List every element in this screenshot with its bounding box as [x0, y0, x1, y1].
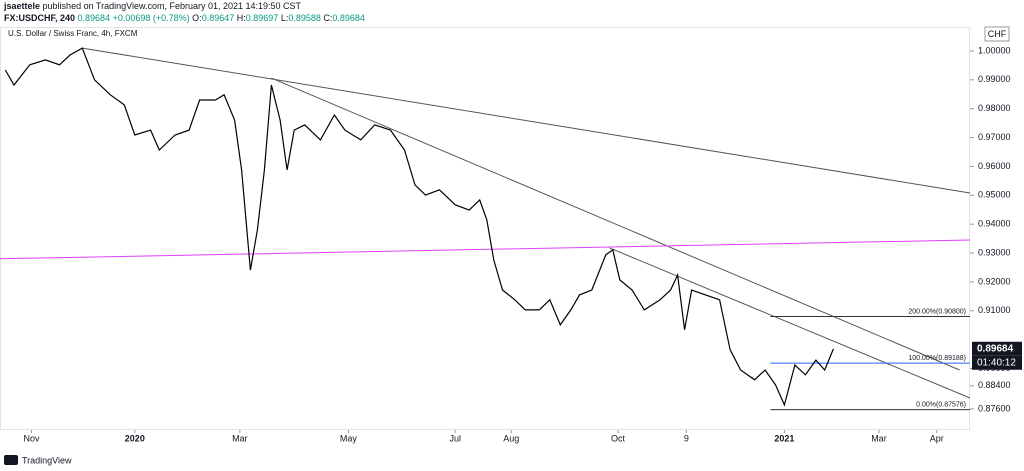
y-tick-label: 0.91000	[978, 305, 1011, 315]
price-line	[4, 47, 834, 407]
x-tick-label: Jul	[449, 433, 461, 443]
x-tick-label: 2021	[774, 433, 794, 443]
x-tick-label: Aug	[503, 433, 519, 443]
x-tick-label: 2020	[125, 433, 145, 443]
fib-label: 200.00%(0.90800)	[908, 308, 966, 315]
y-tick-label: 0.88400	[978, 380, 1011, 390]
currency-box	[984, 26, 1010, 42]
y-tick-label: 0.93000	[978, 247, 1011, 257]
chart-title: U.S. Dollar / Swiss Franc, 4h, FXCM	[8, 29, 138, 38]
ohlc-label: C:	[323, 13, 333, 23]
ohlc-value: 0.89684	[332, 13, 365, 23]
y-tick-label: 0.87600	[978, 403, 1011, 413]
y-tick-label: 0.95000	[978, 190, 1011, 200]
x-tick-label: Oct	[611, 433, 626, 443]
trendline	[271, 77, 960, 371]
x-tick-label: Mar	[871, 433, 887, 443]
y-tick-label: 0.99000	[978, 74, 1011, 84]
ohlc-value: 0.89588	[288, 13, 321, 23]
ohlc-value: 0.89647	[201, 13, 235, 23]
y-tick-label: 0.92000	[978, 276, 1011, 286]
x-tick-label: 9	[684, 433, 689, 443]
ohlc-label: L:	[280, 13, 289, 23]
symbol-line: FX:USDCHF, 240 0.89684 +0.00698 (+0.78%)…	[4, 13, 365, 23]
symbol: FX:USDCHF, 240	[4, 13, 76, 23]
ohlc-value: 0.89697	[245, 13, 279, 23]
y-tick-label: 1.00000	[978, 45, 1011, 55]
change: +0.00698 (+0.78%)	[112, 13, 190, 23]
ohlc-label: H:	[236, 13, 246, 23]
y-tick-label: 0.97000	[978, 132, 1011, 142]
author: jsaettele	[4, 1, 41, 11]
published: published on TradingView.com, February 0…	[42, 1, 302, 11]
fib-label: 100.00%(0.89188)	[908, 355, 966, 362]
last-price: 0.89684	[977, 343, 1014, 354]
last-price-box	[972, 341, 1022, 356]
fib-label: 0.00%(0.87576)	[916, 401, 966, 408]
last: 0.89684	[77, 13, 111, 23]
x-tick-label: Mar	[232, 433, 248, 443]
trendline	[82, 47, 971, 194]
x-tick-label: Apr	[930, 433, 944, 443]
y-tick-label: 0.98000	[978, 103, 1011, 113]
logo	[4, 455, 18, 465]
y-tick-label: 0.94000	[978, 219, 1011, 229]
currency: CHF	[988, 29, 1007, 39]
trendline	[609, 247, 971, 399]
ohlc-label: O:	[192, 13, 202, 23]
brand: TradingView	[22, 455, 72, 465]
header-line: jsaettele published on TradingView.com, …	[4, 1, 301, 11]
countdown-box	[972, 355, 1022, 370]
trendline	[0, 239, 971, 260]
x-tick-label: Nov	[24, 433, 41, 443]
ohlc: O:0.89647 H:0.89697 L:0.89588 C:0.89684	[192, 13, 365, 23]
y-tick-label: 0.96000	[978, 161, 1011, 171]
countdown: 01:40:12	[977, 357, 1016, 368]
x-tick-label: May	[340, 433, 358, 443]
plot-frame	[0, 27, 970, 430]
